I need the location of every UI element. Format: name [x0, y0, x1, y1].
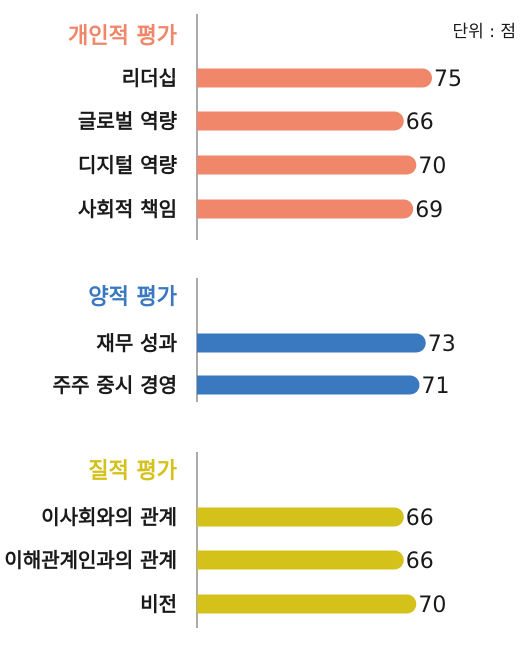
value-label: 73 [428, 332, 456, 357]
bar-base [197, 550, 216, 570]
bar [197, 111, 404, 131]
group-title: 양적 평가 [88, 285, 177, 310]
bar-base [197, 111, 216, 131]
bar-base [197, 155, 216, 175]
category-label: 글로벌 역량 [78, 109, 178, 133]
bar [197, 550, 404, 570]
value-label: 70 [418, 593, 446, 618]
category-label: 재무 성과 [96, 331, 177, 355]
value-label: 71 [421, 374, 449, 399]
bar [197, 333, 426, 353]
bar-base [197, 507, 216, 527]
value-label: 70 [418, 154, 446, 179]
group-title: 질적 평가 [88, 459, 177, 484]
category-label: 리더십 [122, 66, 177, 90]
value-label: 75 [434, 67, 462, 92]
bar [197, 594, 417, 614]
bar [197, 68, 432, 88]
category-label: 주주 중시 경영 [53, 373, 177, 397]
bar [197, 199, 414, 219]
category-label: 이사회와의 관계 [41, 505, 177, 529]
value-label: 69 [415, 198, 443, 223]
value-label: 66 [406, 549, 434, 574]
category-label: 비전 [140, 592, 177, 616]
value-label: 66 [406, 506, 434, 531]
bar [197, 155, 417, 175]
category-label: 사회적 책임 [78, 197, 177, 221]
bar-base [197, 199, 216, 219]
bar-base [197, 375, 216, 395]
unit-label: 단위 : 점 [453, 22, 516, 42]
bar-base [197, 333, 216, 353]
value-label: 66 [406, 110, 434, 135]
bar-base [197, 68, 216, 88]
bar [197, 375, 420, 395]
group-title: 개인적 평가 [68, 24, 177, 49]
bar [197, 507, 404, 527]
category-label: 디지털 역량 [78, 153, 178, 177]
category-label: 이해관계인과의 관계 [4, 548, 177, 572]
bar-base [197, 594, 216, 614]
